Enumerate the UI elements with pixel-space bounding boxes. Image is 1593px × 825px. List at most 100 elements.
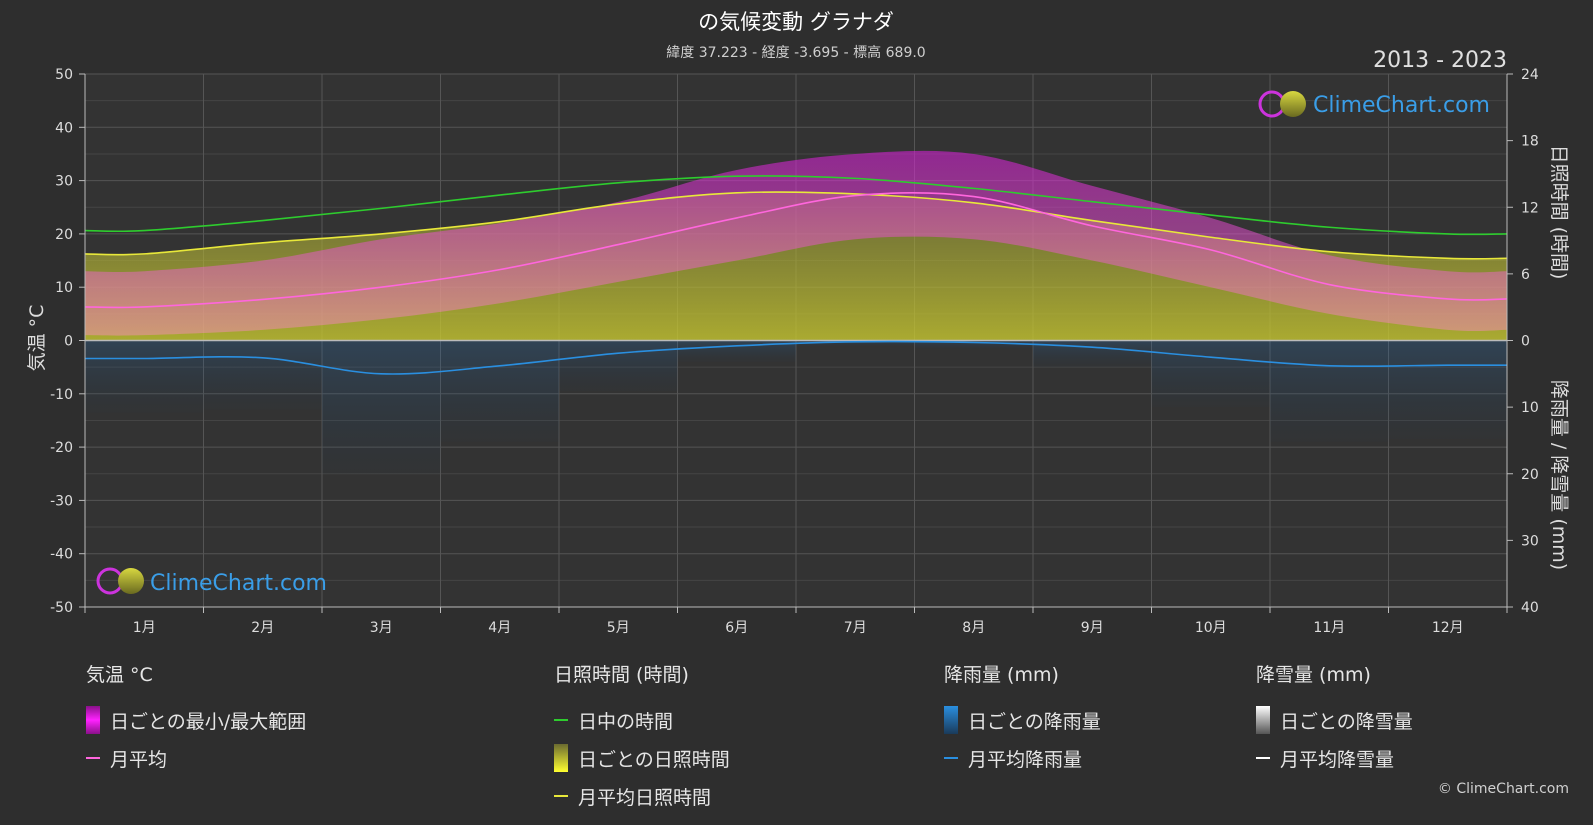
month-label: 9月	[1081, 620, 1104, 636]
month-label: 4月	[488, 620, 511, 636]
left-tick-label: -50	[50, 600, 73, 616]
right-hours-tick-label: 12	[1521, 200, 1539, 216]
legend-temp-avg-label: 月平均	[110, 748, 168, 771]
rain-bar	[322, 340, 441, 474]
sunshine-swatch-icon	[554, 744, 568, 772]
legend-rain-header: 降雨量 (mm)	[944, 664, 1059, 686]
legend-sun-header: 日照時間 (時間)	[554, 664, 689, 686]
temp-range-band	[85, 150, 1507, 336]
legend-snow: 降雪量 (mm) 日ごとの降雪量 月平均降雪量	[1256, 660, 1413, 777]
legend-daily-rain: 日ごとの降雨量	[944, 701, 1101, 739]
right-mm-tick-label: 10	[1521, 400, 1539, 416]
chart-title: の気候変動 グラナダ	[698, 10, 894, 34]
legend-daily-snow: 日ごとの降雪量	[1256, 701, 1413, 739]
month-label: 3月	[370, 620, 393, 636]
chart-marks	[84, 150, 1508, 474]
left-tick-label: 20	[55, 227, 73, 243]
legend-rain: 降雨量 (mm) 日ごとの降雨量 月平均降雨量	[944, 660, 1101, 777]
watermark-top: ClimeChart.com	[1258, 90, 1490, 118]
left-tick-label: -20	[50, 440, 73, 456]
legend-temp-avg: 月平均	[86, 739, 306, 777]
chart-subtitle: 緯度 37.223 - 経度 -3.695 - 標高 689.0	[666, 44, 925, 61]
month-label: 10月	[1195, 620, 1227, 636]
legend-temp-header: 気温 °C	[86, 664, 153, 686]
right-mm-tick-label: 40	[1521, 600, 1539, 616]
left-tick-label: -10	[50, 387, 73, 403]
watermark-bottom: ClimeChart.com	[96, 567, 327, 596]
right-hours-tick-label: 18	[1521, 134, 1539, 150]
y-axis-right-top-label: 日照時間 (時間)	[1548, 145, 1570, 280]
left-tick-label: 40	[55, 120, 73, 136]
legend-temperature: 気温 °C 日ごとの最小/最大範囲 月平均	[86, 660, 306, 777]
month-label: 5月	[607, 620, 630, 636]
legend-daylight-label: 日中の時間	[578, 710, 674, 733]
rain-bar	[203, 340, 322, 410]
daylight-swatch-icon	[554, 719, 568, 721]
right-mm-tick-label: 20	[1521, 467, 1539, 483]
legend-avg-rain-label: 月平均降雨量	[968, 748, 1083, 771]
rain-bar	[1151, 340, 1270, 408]
rain-swatch-icon	[944, 706, 958, 734]
logo-sun-icon	[118, 568, 144, 594]
snow-swatch-icon	[1256, 706, 1270, 734]
right-hours-tick-label: 24	[1521, 67, 1539, 83]
avg-sunshine-swatch-icon	[554, 795, 568, 797]
month-label: 12月	[1432, 620, 1464, 636]
left-tick-label: 0	[64, 334, 73, 350]
rain-bar	[1388, 340, 1507, 440]
legend-temp-range-label: 日ごとの最小/最大範囲	[110, 710, 307, 733]
rain-bar	[440, 340, 559, 442]
legend-avg-rain: 月平均降雨量	[944, 739, 1101, 777]
right-hours-tick-label: 6	[1521, 267, 1530, 283]
month-label: 6月	[725, 620, 748, 636]
rain-bar	[1270, 340, 1389, 442]
rain-bar	[677, 340, 796, 362]
legend-daylight: 日中の時間	[554, 701, 730, 739]
logo-sun-icon	[1280, 91, 1306, 117]
avg-snow-swatch-icon	[1256, 757, 1270, 759]
avg-rain-swatch-icon	[944, 757, 958, 759]
legend: 気温 °C 日ごとの最小/最大範囲 月平均 日照時間 (時間) 日中の時間 日ご…	[0, 660, 1593, 825]
watermark-top-text: ClimeChart.com	[1313, 93, 1490, 118]
temp-range-swatch-icon	[86, 706, 100, 734]
left-tick-label: 50	[55, 67, 73, 83]
legend-avg-sunshine-label: 月平均日照時間	[578, 786, 712, 809]
temp-avg-swatch-icon	[86, 757, 100, 759]
period-label: 2013 - 2023	[1373, 48, 1507, 73]
legend-daily-sunshine: 日ごとの日照時間	[554, 739, 730, 777]
legend-snow-header: 降雪量 (mm)	[1256, 664, 1371, 686]
legend-temp-range: 日ごとの最小/最大範囲	[86, 701, 306, 739]
legend-daily-sunshine-label: 日ごとの日照時間	[578, 748, 730, 771]
y-axis-right-bottom-label: 降雨量 / 降雪量 (mm)	[1548, 380, 1570, 570]
month-label: 8月	[962, 620, 985, 636]
right-mm-tick-label: 30	[1521, 533, 1539, 549]
left-tick-label: 10	[55, 280, 73, 296]
daylight-line	[84, 175, 1508, 236]
y-axis-left-label: 気温 °C	[26, 305, 48, 372]
left-tick-label: 30	[55, 174, 73, 190]
legend-daily-rain-label: 日ごとの降雨量	[968, 710, 1101, 733]
month-label: 11月	[1313, 620, 1345, 636]
rain-bar	[914, 340, 1033, 349]
month-label: 2月	[251, 620, 274, 636]
right-hours-tick-label: 0	[1521, 334, 1530, 350]
legend-avg-sunshine: 月平均日照時間	[554, 777, 730, 815]
avg-sunshine-line	[84, 191, 1508, 260]
axes: 50 40 30 20 10 0 -10 -20 -30 -40 -50 24 18 12 6 0 10 20 30…	[50, 67, 1539, 636]
rain-bar	[796, 340, 915, 346]
rain-bar	[559, 340, 678, 392]
month-label: 7月	[844, 620, 867, 636]
legend-sunshine: 日照時間 (時間) 日中の時間 日ごとの日照時間 月平均日照時間	[554, 660, 730, 815]
legend-daily-snow-label: 日ごとの降雪量	[1280, 710, 1413, 733]
month-label: 1月	[133, 620, 156, 636]
rain-bar	[85, 340, 204, 413]
avg-rain-line	[84, 340, 1508, 375]
watermark-bottom-text: ClimeChart.com	[150, 571, 327, 596]
legend-avg-snow: 月平均降雪量	[1256, 739, 1413, 777]
climate-chart: の気候変動 グラナダ 緯度 37.223 - 経度 -3.695 - 標高 68…	[26, 10, 1570, 636]
avg-temp-line	[84, 192, 1508, 309]
left-tick-label: -40	[50, 547, 73, 563]
copyright: © ClimeChart.com	[1437, 781, 1569, 797]
left-tick-label: -30	[50, 493, 73, 509]
legend-avg-snow-label: 月平均降雪量	[1280, 748, 1395, 771]
